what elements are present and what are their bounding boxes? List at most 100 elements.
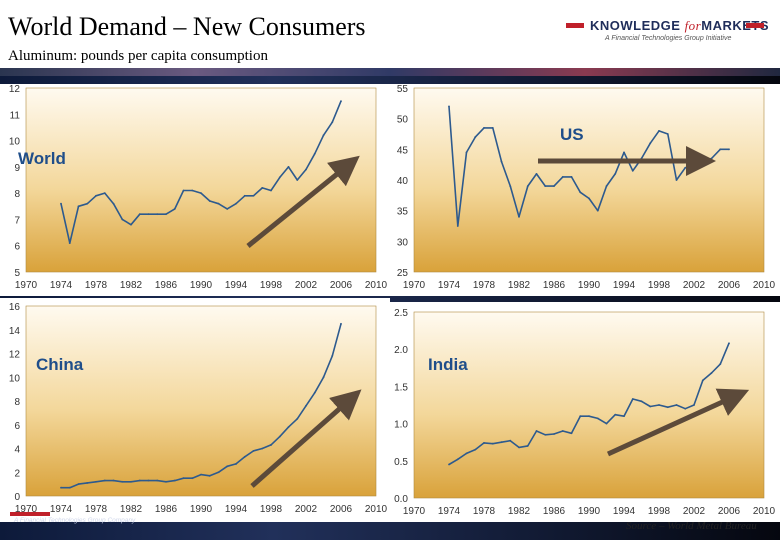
plot-area bbox=[413, 311, 765, 499]
data-point bbox=[331, 121, 334, 124]
data-point bbox=[60, 202, 62, 205]
data-point bbox=[693, 163, 695, 166]
data-point bbox=[500, 441, 503, 444]
data-point bbox=[579, 415, 582, 418]
data-point bbox=[658, 130, 660, 132]
x-tick-label: 1982 bbox=[120, 280, 143, 291]
y-tick-label: 0 bbox=[14, 492, 20, 503]
data-point bbox=[719, 148, 722, 151]
data-point bbox=[296, 179, 299, 181]
data-point bbox=[278, 176, 281, 179]
plot-area bbox=[413, 87, 765, 273]
data-point bbox=[208, 200, 211, 202]
x-tick-label: 1994 bbox=[225, 280, 248, 291]
data-point bbox=[684, 407, 687, 410]
data-point bbox=[666, 406, 669, 409]
data-point bbox=[526, 185, 529, 188]
data-point bbox=[322, 376, 325, 379]
data-point bbox=[509, 185, 512, 188]
data-point bbox=[182, 189, 185, 192]
x-tick-label: 2006 bbox=[330, 504, 353, 515]
data-point bbox=[448, 105, 450, 108]
data-point bbox=[182, 477, 185, 480]
data-point bbox=[649, 142, 652, 145]
data-point bbox=[553, 185, 555, 188]
y-tick-label: 4 bbox=[14, 445, 20, 456]
y-tick-label: 14 bbox=[9, 326, 21, 337]
x-tick-label: 2002 bbox=[683, 506, 706, 517]
trend-arrow bbox=[246, 155, 360, 248]
data-point bbox=[112, 479, 115, 482]
data-point bbox=[60, 486, 62, 489]
x-tick-label: 2010 bbox=[753, 280, 776, 291]
data-point bbox=[103, 192, 106, 195]
data-point bbox=[130, 223, 132, 226]
chart-india: 0.0 0.5 1.0 1.5 2.0 2.5 1970 1974 1978 1982 1986 19… bbox=[388, 302, 780, 522]
data-point bbox=[147, 479, 150, 482]
y-tick-label: 9 bbox=[14, 163, 20, 174]
data-point bbox=[474, 136, 477, 138]
data-point bbox=[86, 202, 89, 205]
x-tick-label: 1986 bbox=[155, 504, 178, 515]
y-tick-label: 2 bbox=[14, 468, 20, 479]
source-note: Source – World Metal Bureau bbox=[626, 520, 757, 532]
x-tick-label: 1994 bbox=[225, 504, 248, 515]
data-point bbox=[235, 202, 237, 205]
data-point bbox=[252, 194, 255, 197]
y-tick-label: 30 bbox=[397, 237, 409, 248]
data-point bbox=[305, 404, 307, 407]
data-point bbox=[666, 133, 669, 135]
data-point bbox=[561, 176, 564, 178]
x-tick-label: 1978 bbox=[473, 280, 496, 291]
x-tick-label: 1978 bbox=[85, 280, 108, 291]
data-point bbox=[243, 455, 246, 458]
data-point bbox=[278, 435, 281, 438]
data-point bbox=[483, 442, 485, 444]
data-point bbox=[448, 463, 450, 466]
y-tick-label: 5 bbox=[14, 268, 20, 279]
x-tick-label: 1998 bbox=[260, 280, 283, 291]
data-point bbox=[95, 194, 97, 197]
data-point bbox=[156, 479, 159, 482]
data-point bbox=[684, 166, 687, 169]
x-tick-label: 1974 bbox=[438, 280, 461, 291]
series-label: World bbox=[18, 149, 66, 168]
data-point bbox=[191, 477, 194, 480]
x-tick-label: 1994 bbox=[613, 506, 636, 517]
y-tick-label: 6 bbox=[14, 242, 20, 253]
data-point bbox=[200, 192, 202, 195]
x-tick-label: 2006 bbox=[330, 280, 353, 291]
data-point bbox=[191, 189, 194, 192]
x-tick-label: 1974 bbox=[50, 280, 73, 291]
data-point bbox=[165, 213, 167, 216]
data-point bbox=[614, 413, 617, 416]
y-tick-label: 1.5 bbox=[394, 382, 408, 393]
y-tick-label: 6 bbox=[14, 421, 20, 432]
data-point bbox=[305, 168, 307, 171]
data-point bbox=[465, 151, 468, 154]
y-tick-label: 45 bbox=[397, 145, 409, 156]
data-point bbox=[287, 165, 290, 168]
chart-world: 5 6 7 8 9 10 11 12 1970 1974 1978 1982 1986 1990 1994 1… bbox=[0, 84, 390, 296]
y-tick-label: 8 bbox=[14, 189, 20, 200]
data-point bbox=[173, 479, 176, 482]
data-point bbox=[596, 417, 599, 420]
data-point bbox=[535, 430, 538, 432]
data-point bbox=[200, 473, 202, 476]
data-point bbox=[138, 479, 141, 482]
x-tick-label: 1970 bbox=[403, 280, 426, 291]
data-point bbox=[658, 404, 660, 406]
data-point bbox=[313, 152, 316, 155]
x-tick-label: 1970 bbox=[15, 280, 38, 291]
data-point bbox=[631, 169, 634, 172]
x-tick-label: 1986 bbox=[155, 280, 178, 291]
data-point bbox=[553, 433, 555, 435]
y-tick-label: 55 bbox=[397, 84, 409, 95]
data-point bbox=[728, 148, 730, 151]
trend-arrow bbox=[250, 389, 362, 488]
y-tick-label: 12 bbox=[9, 350, 21, 361]
logo-tagline: A Financial Technologies Group Initiativ… bbox=[605, 35, 732, 42]
x-tick-label: 1998 bbox=[260, 504, 283, 515]
data-point bbox=[605, 185, 608, 188]
y-tick-label: 11 bbox=[10, 110, 21, 121]
